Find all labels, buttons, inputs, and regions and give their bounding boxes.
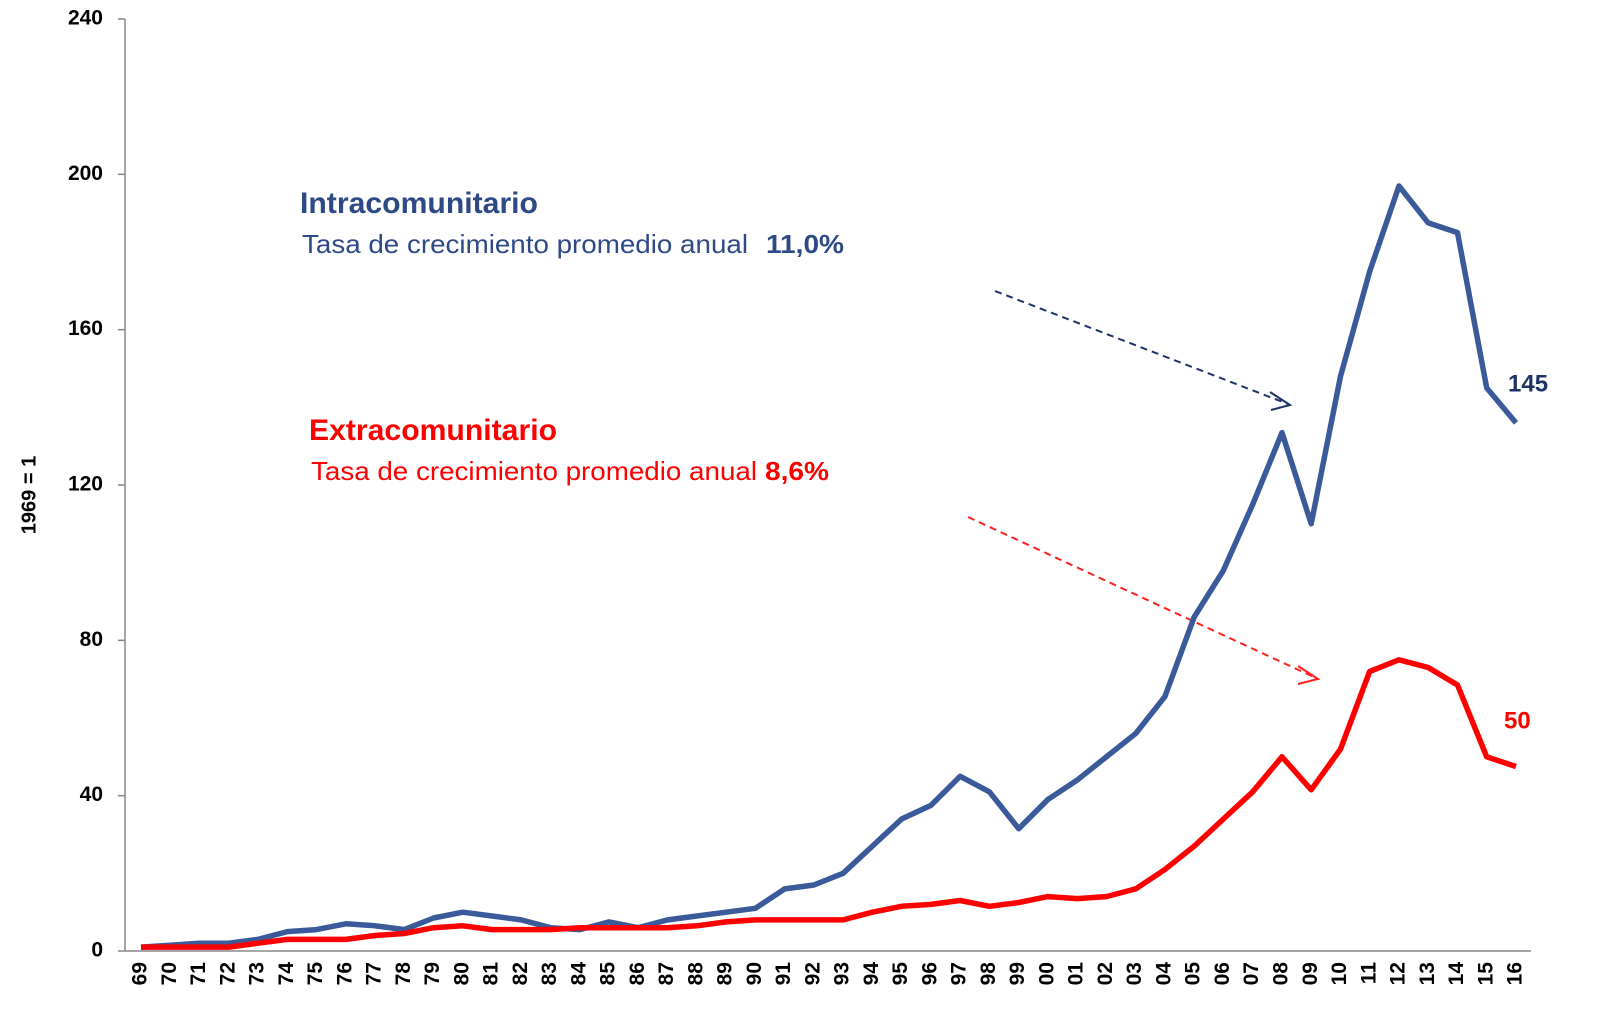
x-tick-label: 72 — [216, 962, 239, 985]
x-tick-label: 82 — [509, 962, 532, 985]
x-tick-label: 94 — [860, 962, 883, 986]
line-series — [141, 657, 1517, 950]
legend-label: Intracomunitario — [300, 187, 538, 220]
end-label: 50 — [1504, 707, 1531, 734]
x-tick-label: 70 — [158, 962, 181, 985]
y-tick-label: 160 — [68, 317, 103, 340]
x-tick-label: 71 — [187, 962, 210, 986]
x-tick-label: 85 — [597, 962, 620, 986]
y-tick-label: 200 — [68, 162, 103, 185]
line-series — [140, 183, 1519, 950]
x-tick-label: 83 — [538, 962, 561, 985]
annotation: 8,6% — [765, 456, 829, 486]
x-tick-label: 05 — [1182, 962, 1205, 986]
annotation: Tasa de crecimiento promedio anual — [311, 456, 757, 486]
annotation: Tasa de crecimiento promedio anual — [302, 229, 748, 259]
y-tick-label: 0 — [91, 939, 103, 962]
x-tick-label: 12 — [1387, 962, 1410, 985]
x-tick-label: 91 — [772, 962, 795, 986]
x-tick-label: 69 — [129, 962, 152, 985]
x-tick-label: 98 — [977, 962, 1000, 986]
x-tick-label: 77 — [363, 962, 386, 985]
arrow — [994, 290, 1293, 411]
x-tick-label: 07 — [1240, 962, 1263, 985]
x-tick-label: 16 — [1504, 962, 1527, 985]
x-tick-label: 84 — [567, 962, 590, 986]
x-tick-label: 80 — [450, 962, 473, 985]
x-tick-label: 90 — [743, 962, 766, 985]
x-tick-label: 87 — [655, 962, 678, 985]
x-tick-label: 02 — [1094, 962, 1117, 985]
y-tick-label: 240 — [68, 7, 103, 30]
x-tick-label: 13 — [1416, 962, 1439, 985]
x-tick-label: 08 — [1270, 962, 1293, 986]
x-tick-label: 89 — [714, 962, 737, 985]
y-tick-label: 80 — [80, 628, 103, 651]
y-tick-label: 40 — [80, 783, 103, 806]
x-tick-label: 95 — [889, 962, 912, 986]
x-tick-label: 96 — [918, 962, 941, 985]
y-axis-label: 1969 = 1 — [18, 456, 40, 534]
x-tick-label: 79 — [421, 962, 444, 985]
x-tick-label: 75 — [304, 962, 327, 986]
x-tick-label: 14 — [1445, 962, 1468, 986]
end-label: 145 — [1508, 370, 1548, 397]
x-tick-label: 73 — [246, 962, 269, 985]
x-tick-label: 88 — [684, 962, 707, 986]
x-tick-label: 03 — [1123, 962, 1146, 985]
x-tick-label: 81 — [480, 962, 503, 986]
x-tick-label: 01 — [1065, 962, 1088, 986]
x-tick-label: 04 — [1152, 962, 1175, 986]
annotation: 11,0% — [766, 229, 844, 259]
x-tick-label: 10 — [1328, 962, 1351, 985]
x-tick-label: 99 — [1006, 962, 1029, 985]
y-tick-label: 120 — [68, 473, 103, 496]
x-tick-label: 92 — [801, 962, 824, 985]
x-tick-label: 09 — [1299, 962, 1322, 985]
x-tick-label: 78 — [392, 962, 415, 986]
x-tick-label: 11 — [1357, 962, 1380, 985]
x-tick-label: 76 — [333, 962, 356, 985]
x-tick-label: 86 — [626, 962, 649, 985]
x-tick-label: 06 — [1211, 962, 1234, 985]
x-tick-label: 97 — [948, 962, 971, 985]
x-tick-label: 74 — [275, 962, 298, 986]
x-tick-label: 15 — [1474, 962, 1497, 986]
x-tick-label: 00 — [1035, 962, 1058, 985]
legend-label: Extracomunitario — [309, 414, 557, 447]
arrow — [967, 516, 1321, 685]
x-tick-label: 93 — [831, 962, 854, 985]
